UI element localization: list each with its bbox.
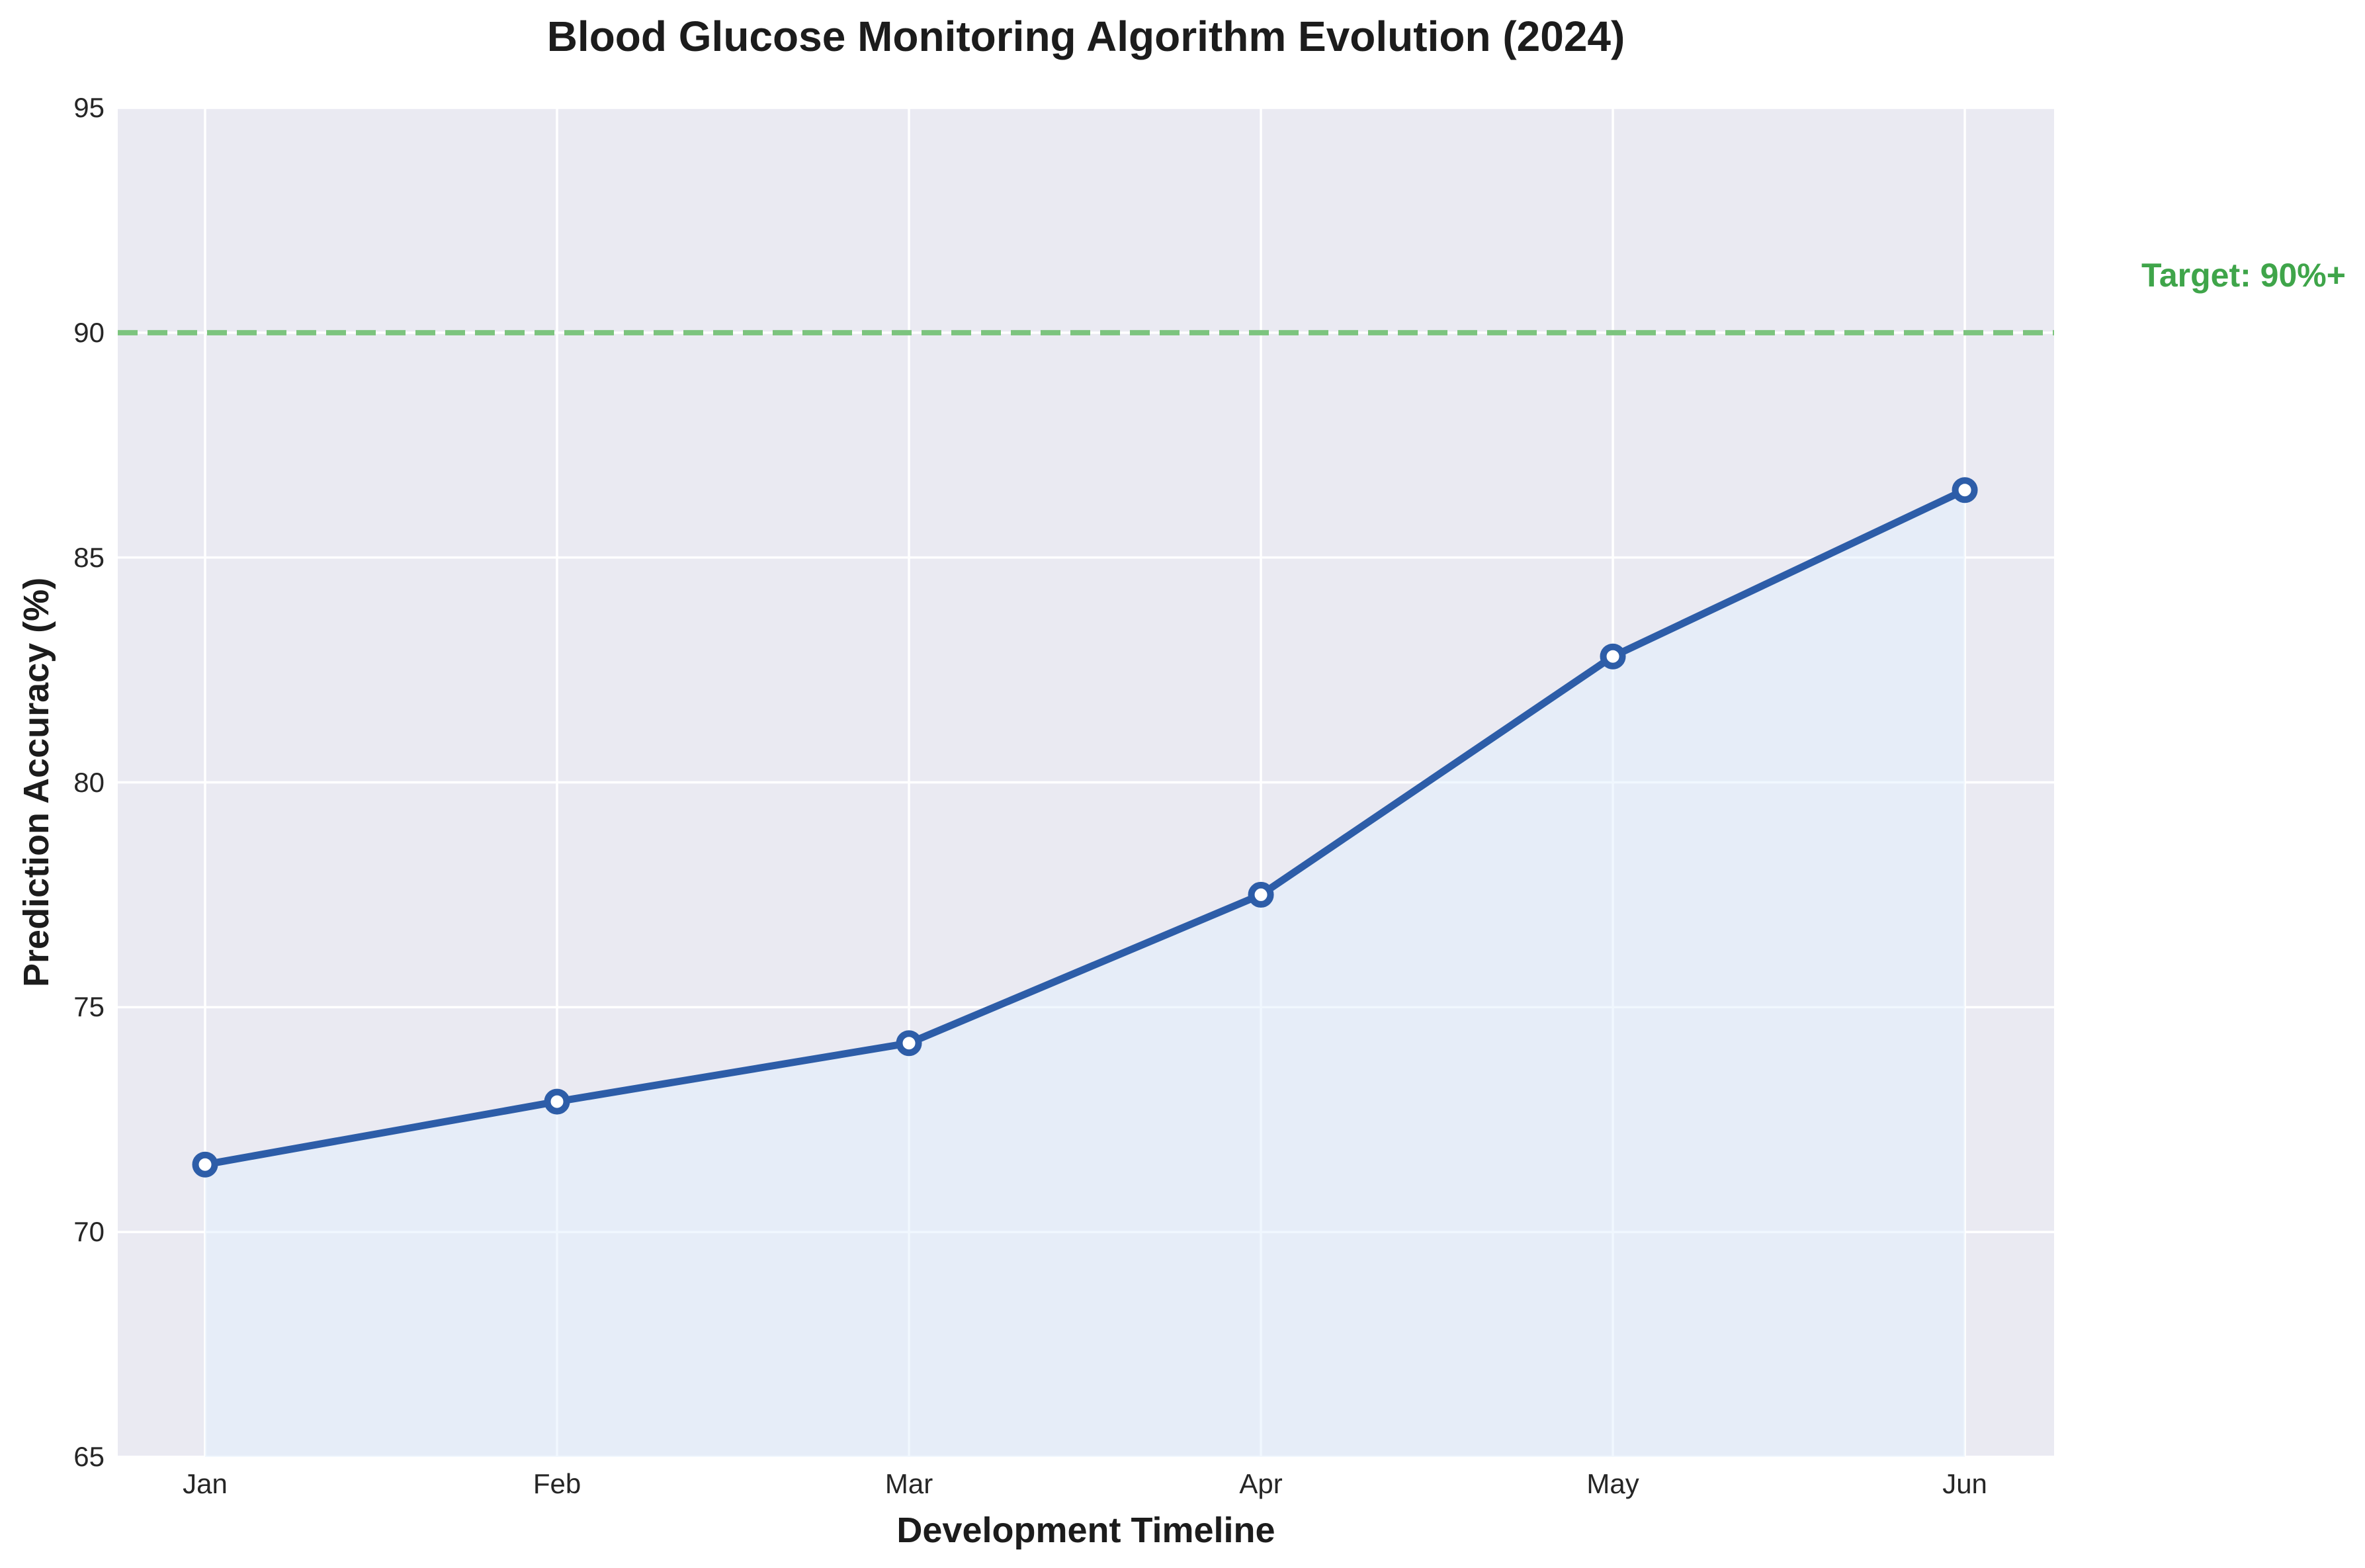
y-tick-label: 90 [73, 316, 105, 348]
x-tick-label: Jan [183, 1468, 228, 1499]
y-tick-label: 85 [73, 541, 105, 573]
x-tick-label: Mar [884, 1468, 933, 1499]
x-axis-title: Development Timeline [896, 1510, 1275, 1550]
chart-title: Blood Glucose Monitoring Algorithm Evolu… [546, 13, 1625, 60]
y-tick-label: 75 [73, 991, 105, 1023]
area-fill [205, 490, 1965, 1457]
y-tick-label: 65 [73, 1441, 105, 1472]
y-tick-label: 80 [73, 766, 105, 798]
x-tick-label: Jun [1942, 1468, 1987, 1499]
x-tick-label: Feb [533, 1468, 581, 1499]
accuracy-line [201, 486, 1969, 1168]
y-tick-label: 95 [73, 92, 105, 123]
data-point-marker [1248, 881, 1274, 908]
data-point-marker [1952, 477, 1978, 503]
x-tick-label: Apr [1239, 1468, 1283, 1499]
data-point-marker [1600, 643, 1626, 670]
data-point-marker [544, 1088, 570, 1115]
line-chart-svg [118, 108, 2054, 1457]
data-point-marker [896, 1030, 922, 1057]
y-tick-label: 70 [73, 1216, 105, 1248]
data-point-marker [192, 1151, 218, 1178]
x-tick-label: May [1586, 1468, 1639, 1499]
plot-area [118, 108, 2054, 1457]
target-annotation: Target: 90%+ [2141, 257, 2346, 294]
